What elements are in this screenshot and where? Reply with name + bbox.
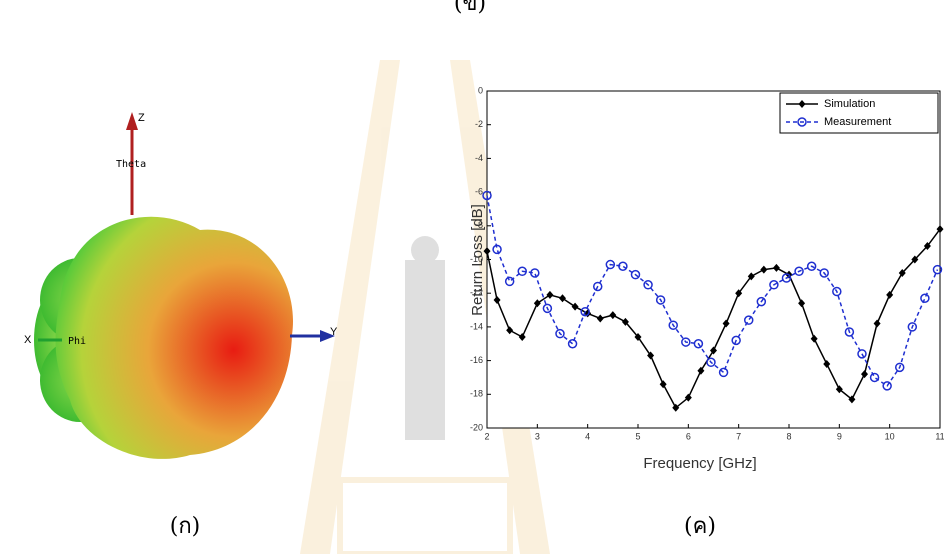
top-caption: (ข) <box>454 0 486 16</box>
x-tick-label: 9 <box>837 431 842 441</box>
axis-label: Y <box>330 326 338 338</box>
x-tick-label: 7 <box>736 431 741 441</box>
legend-label: Measurement <box>824 116 891 128</box>
x-tick-label: 4 <box>585 431 590 441</box>
legend-label: Simulation <box>824 98 875 110</box>
y-tick-label: -10 <box>470 254 483 264</box>
x-tick-label: 6 <box>686 431 691 441</box>
y-tick-label: 0 <box>478 85 483 95</box>
x-tick-label: 5 <box>635 431 640 441</box>
y-tick-label: -6 <box>475 186 483 196</box>
y-tick-label: -20 <box>470 422 483 432</box>
y-tick-label: -2 <box>475 119 483 129</box>
axis-label: X <box>24 334 32 346</box>
axis-label: Phi <box>68 336 86 347</box>
axis-label: Z <box>138 112 145 124</box>
radiation-pattern <box>34 112 335 459</box>
axis-label: Theta <box>116 159 146 170</box>
page: (ข) Z Theta Phi Y X (ก) (ค) Frequency [G… <box>0 0 944 554</box>
x-tick-label: 8 <box>786 431 791 441</box>
x-tick-label: 10 <box>885 431 895 441</box>
y-tick-label: -12 <box>470 288 483 298</box>
caption: (ก) <box>170 514 201 539</box>
y-tick-label: -16 <box>470 355 483 365</box>
y-tick-label: -14 <box>470 321 483 331</box>
plot-area <box>487 91 940 428</box>
caption: (ค) <box>684 514 716 539</box>
figure: (ข) Z Theta Phi Y X (ก) (ค) Frequency [G… <box>0 0 944 554</box>
x-tick-label: 11 <box>935 431 944 441</box>
x-axis-title: Frequency [GHz] <box>643 455 756 472</box>
x-tick-label: 2 <box>484 431 489 441</box>
x-tick-label: 3 <box>535 431 540 441</box>
y-tick-label: -8 <box>475 220 483 230</box>
y-tick-label: -4 <box>475 153 483 163</box>
y-tick-label: -18 <box>470 389 483 399</box>
